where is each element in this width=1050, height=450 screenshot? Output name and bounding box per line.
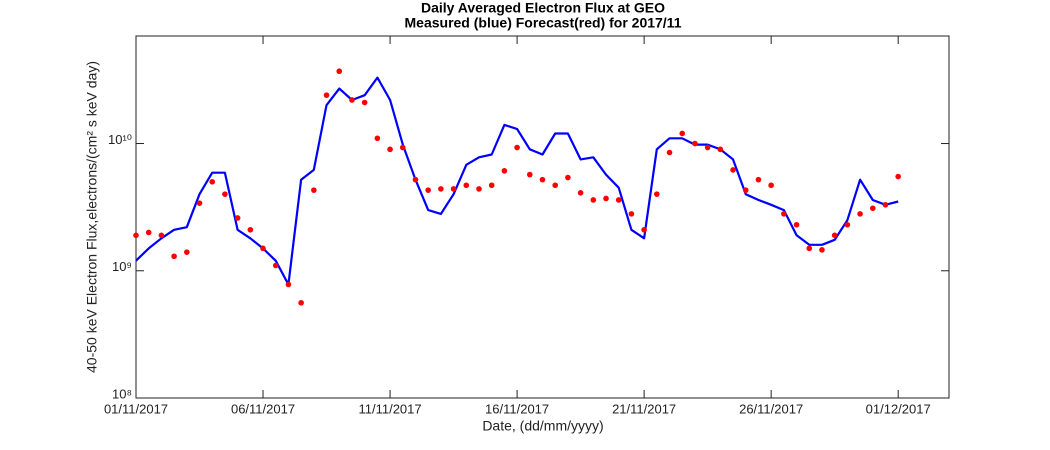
forecast-dot <box>501 168 508 174</box>
forecast-dot <box>692 140 698 147</box>
forecast-dot <box>755 176 762 183</box>
forecast-dot <box>603 195 609 202</box>
forecast-dot <box>463 182 470 189</box>
x-tick-label: 01/12/2017 <box>866 401 931 416</box>
forecast-dot <box>374 135 381 142</box>
x-tick-label: 01/11/2017 <box>104 401 168 416</box>
forecast-dot <box>628 211 635 217</box>
forecast-dot <box>285 281 292 288</box>
forecast-dot <box>222 191 228 197</box>
forecast-dot <box>577 189 584 196</box>
y-tick-label: 10⁹ <box>112 259 132 274</box>
forecast-dot <box>298 300 304 306</box>
y-axis-label: 40-50 keV Electron Flux,electrons/(cm² s… <box>84 61 100 373</box>
forecast-dot <box>590 197 597 203</box>
forecast-dot <box>869 205 876 212</box>
forecast-dot <box>425 187 431 193</box>
forecast-dot <box>184 249 190 255</box>
y-tick-label: 10⁸ <box>112 386 132 401</box>
forecast-dot <box>526 171 533 178</box>
forecast-dot <box>844 221 851 228</box>
y-tick-label: 10¹⁰ <box>108 132 132 147</box>
forecast-dot <box>666 149 673 156</box>
forecast-dot <box>349 97 355 103</box>
forecast-dot <box>145 229 152 236</box>
forecast-dot <box>819 247 825 253</box>
forecast-dot <box>361 99 368 106</box>
forecast-dot <box>196 200 203 206</box>
forecast-dot <box>133 232 139 239</box>
forecast-dot <box>679 130 686 137</box>
forecast-dot <box>539 176 546 183</box>
forecast-dot <box>336 68 343 75</box>
forecast-dot <box>831 232 838 239</box>
forecast-dot <box>234 215 241 221</box>
x-tick-label: 06/11/2017 <box>231 401 295 416</box>
forecast-dot <box>450 186 457 192</box>
forecast-dot <box>781 211 787 217</box>
forecast-dot <box>857 211 863 217</box>
x-tick-label: 11/11/2017 <box>358 401 421 416</box>
forecast-dot <box>882 201 889 208</box>
forecast-dot <box>158 232 165 239</box>
forecast-dot <box>399 144 406 151</box>
plot-frame <box>135 35 950 399</box>
x-tick-label: 26/11/2017 <box>739 401 803 416</box>
forecast-dot <box>171 253 177 260</box>
forecast-dot <box>514 144 520 151</box>
forecast-dot <box>793 221 800 228</box>
forecast-dot <box>895 173 901 180</box>
forecast-dot <box>412 176 419 183</box>
forecast-dot <box>209 179 216 185</box>
forecast-dot <box>488 182 495 189</box>
forecast-dot <box>387 146 393 153</box>
forecast-dot <box>641 226 647 233</box>
forecast-dot <box>654 191 660 197</box>
chart-title: Daily Averaged Electron Flux at GEO <box>421 0 665 16</box>
forecast-dot <box>806 245 813 252</box>
forecast-dot <box>717 146 724 153</box>
forecast-dot <box>565 174 571 181</box>
x-tick-label: 16/11/2017 <box>485 401 549 416</box>
forecast-dot <box>476 186 482 192</box>
forecast-dot <box>552 182 559 189</box>
x-axis-label: Date, (dd/mm/yyyy) <box>482 418 603 434</box>
forecast-dot <box>260 245 266 252</box>
chart-subtitle: Measured (blue) Forecast(red) for 2017/1… <box>405 15 682 31</box>
forecast-dot <box>742 187 749 193</box>
forecast-dot <box>247 226 254 233</box>
forecast-dot <box>272 262 279 269</box>
forecast-dot <box>615 197 622 203</box>
forecast-dot <box>438 186 444 192</box>
forecast-dot <box>323 92 330 98</box>
forecast-dot <box>730 167 736 173</box>
x-tick-label: 21/11/2017 <box>612 401 676 416</box>
forecast-dot <box>768 182 774 189</box>
forecast-dot <box>704 144 711 151</box>
forecast-dot <box>311 187 317 193</box>
